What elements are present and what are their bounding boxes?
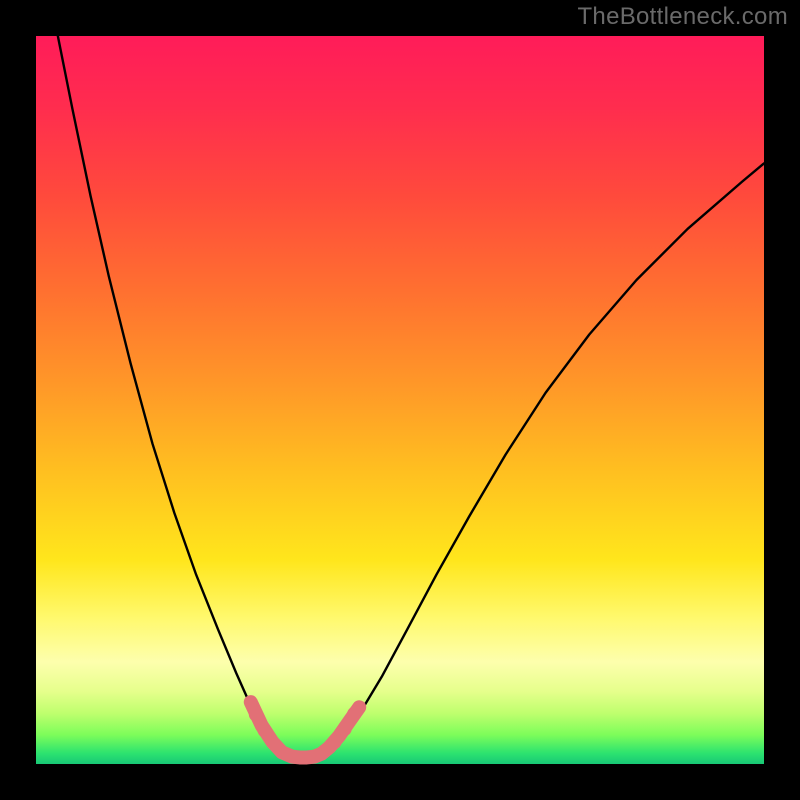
gradient-background [36,36,764,764]
figure-root: TheBottleneck.com [0,0,800,800]
watermark-text: TheBottleneck.com [577,3,788,31]
bottleneck-chart [0,0,800,800]
